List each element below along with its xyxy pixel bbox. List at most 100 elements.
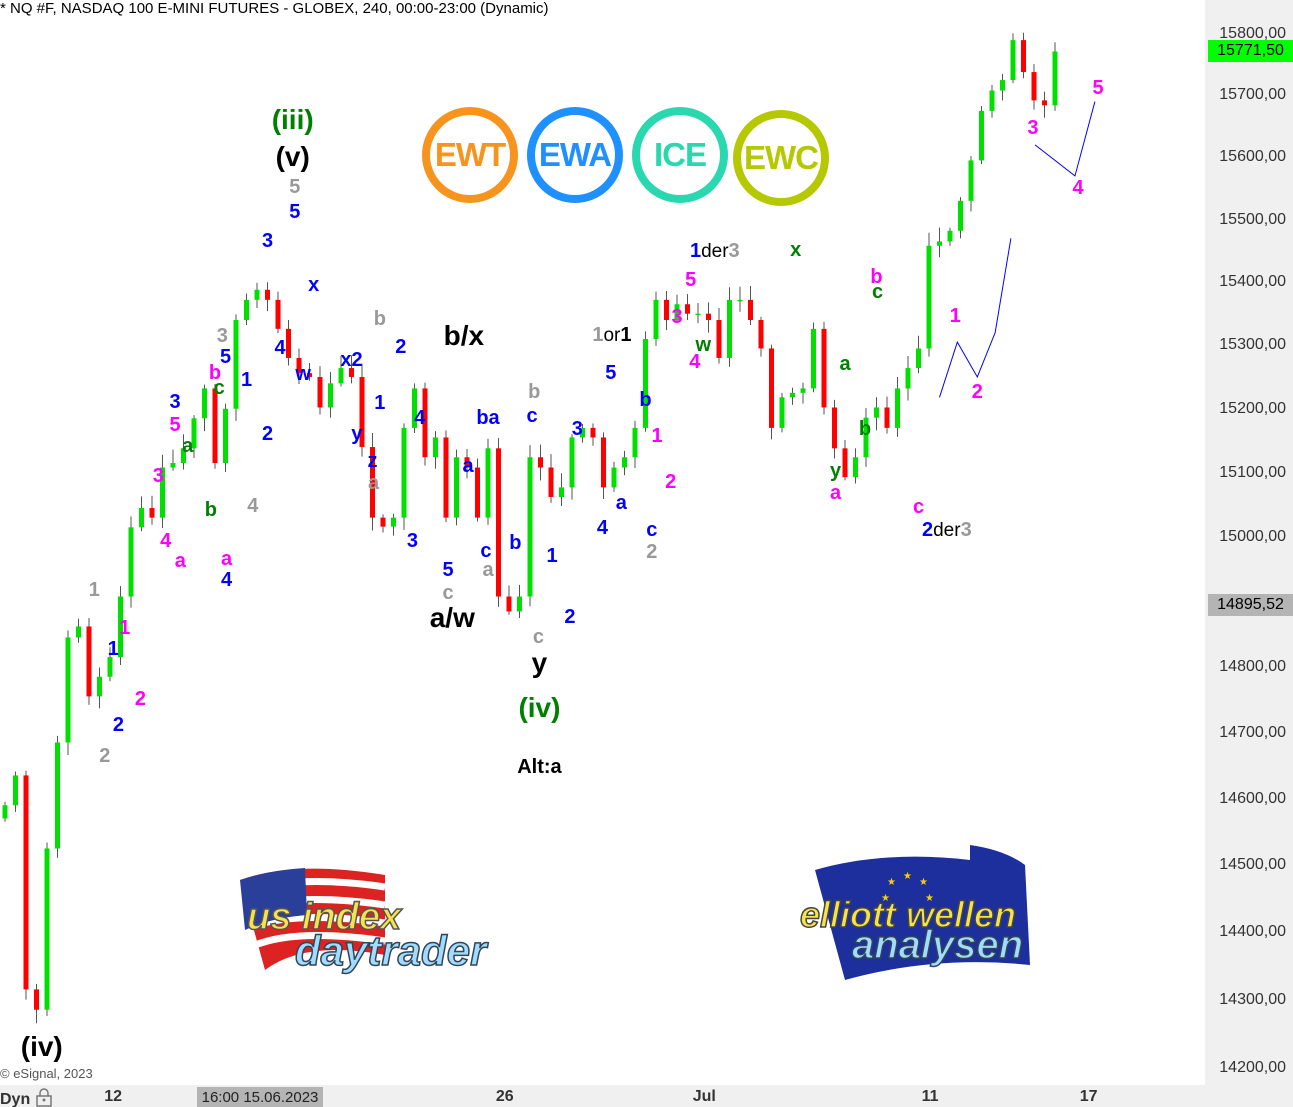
candle-body — [527, 457, 533, 597]
y-tick-label: 14700,00 — [1219, 723, 1286, 741]
crosshair-time-label: 16:00 15.06.2023 — [197, 1087, 323, 1107]
candle-body — [664, 299, 669, 321]
candle-body — [181, 448, 186, 464]
dynamic-mode[interactable]: Dyn — [0, 1087, 53, 1107]
candle-body — [989, 90, 995, 111]
last-price-tag: 15771,50 — [1208, 40, 1293, 63]
wave-label: b — [209, 363, 221, 383]
wave-label-part: 1 — [620, 324, 632, 347]
candle-body — [118, 596, 123, 658]
candle-body — [622, 457, 627, 468]
candle-body — [97, 676, 102, 697]
wave-label: a — [462, 456, 473, 476]
time-axis[interactable]: Dyn 16:00 15.06.2023 12 26 Jul 11 17 — [0, 1085, 1293, 1107]
candle-body — [653, 299, 659, 339]
wave-label: x — [790, 240, 801, 260]
candle-body — [548, 467, 554, 498]
wave-label-part: 5 — [289, 201, 301, 224]
wave-label: a — [616, 493, 627, 513]
wave-label: b — [528, 382, 540, 402]
wave-label-part: a — [615, 491, 627, 514]
candle-body — [863, 417, 869, 458]
candle-body — [212, 388, 218, 464]
wave-label-part: y — [531, 646, 548, 678]
wave-label-part: 5 — [442, 558, 454, 581]
candle-body — [454, 457, 459, 518]
svg-text:★: ★ — [903, 871, 912, 882]
candle-body — [874, 407, 879, 418]
svg-text:★: ★ — [887, 877, 896, 888]
wave-label-part: x2 — [340, 348, 363, 371]
wave-label: b — [205, 500, 217, 520]
candle-body — [275, 299, 281, 329]
x-tick-label: 12 — [104, 1088, 123, 1105]
wave-label: 1 — [241, 370, 252, 390]
y-tick-label: 15100,00 — [1219, 463, 1286, 481]
wave-label: a/w — [430, 603, 475, 632]
y-tick-label: 14200,00 — [1219, 1058, 1286, 1076]
wave-label-part: 5 — [605, 362, 617, 385]
wave-label-part: 3 — [216, 324, 228, 347]
wave-label: a — [221, 549, 232, 569]
wave-label-part: (iv) — [20, 1031, 63, 1063]
wave-label-part: a — [462, 455, 474, 478]
candle-body — [65, 637, 71, 743]
wave-label-part: 4 — [596, 516, 608, 539]
wave-label-part: (v) — [275, 141, 310, 173]
wave-label-part: 5 — [1092, 77, 1104, 100]
wave-label: 4 — [597, 518, 608, 538]
wave-label: x — [308, 275, 319, 295]
price-chart[interactable] — [0, 0, 1205, 1085]
wave-label: 2 — [395, 337, 406, 357]
svg-text:★: ★ — [919, 877, 928, 888]
candle-body — [737, 299, 743, 302]
wave-label-part: a — [182, 435, 194, 458]
wave-label: c — [443, 583, 454, 603]
wave-label: 3 — [572, 419, 583, 439]
wave-label-part: c — [480, 539, 492, 562]
candle-body — [716, 320, 722, 358]
candle-body — [233, 320, 239, 409]
logo-text: ICE — [653, 136, 707, 173]
y-tick-label: 14300,00 — [1219, 990, 1286, 1008]
wave-label-part: 1 — [592, 324, 604, 347]
candle-body — [55, 742, 60, 849]
price-axis[interactable]: 15800,00 15700,00 15600,00 15500,00 15400,00… — [1205, 0, 1293, 1085]
wave-label-part: b — [528, 381, 541, 404]
y-tick-label: 14400,00 — [1219, 923, 1286, 941]
wave-label-part: 5 — [169, 413, 181, 436]
candle-body — [1031, 72, 1037, 101]
logo-text: EWA — [538, 136, 612, 173]
candle-body — [979, 110, 984, 161]
wave-label: 1 — [108, 639, 119, 659]
wave-label-part: 3 — [571, 418, 583, 441]
wave-label-part: 3 — [1027, 116, 1039, 139]
crosshair-price-tag: 14895,52 — [1208, 593, 1293, 616]
candle-body — [580, 427, 585, 438]
wave-label: 3 — [153, 466, 164, 486]
candle-body — [23, 775, 29, 990]
candle-body — [727, 299, 732, 358]
wave-label-part: b — [373, 307, 386, 330]
wave-label: 2der3 — [922, 520, 972, 540]
wave-label-part: 5 — [289, 176, 301, 199]
candle-body — [643, 338, 648, 428]
wave-label: 4 — [275, 338, 286, 358]
wave-label: 1 — [651, 426, 662, 446]
brand-line2: daytrader — [294, 927, 487, 974]
candle-body — [139, 507, 144, 528]
wave-label: 3 — [217, 326, 228, 346]
candle-body — [191, 418, 197, 449]
candle-body — [926, 245, 932, 349]
wave-label: 5 — [1092, 78, 1103, 98]
wave-label-part: a — [174, 549, 186, 572]
wave-label: y — [531, 646, 548, 678]
candle-body — [748, 299, 753, 321]
wave-label-part: or — [603, 325, 621, 347]
candle-body — [1052, 51, 1058, 106]
wave-label: 1or1 — [592, 325, 631, 345]
wave-label: 4 — [1073, 178, 1084, 198]
wave-label: 5 — [289, 202, 300, 222]
candle-body — [569, 437, 575, 488]
lock-icon[interactable] — [35, 1087, 53, 1107]
